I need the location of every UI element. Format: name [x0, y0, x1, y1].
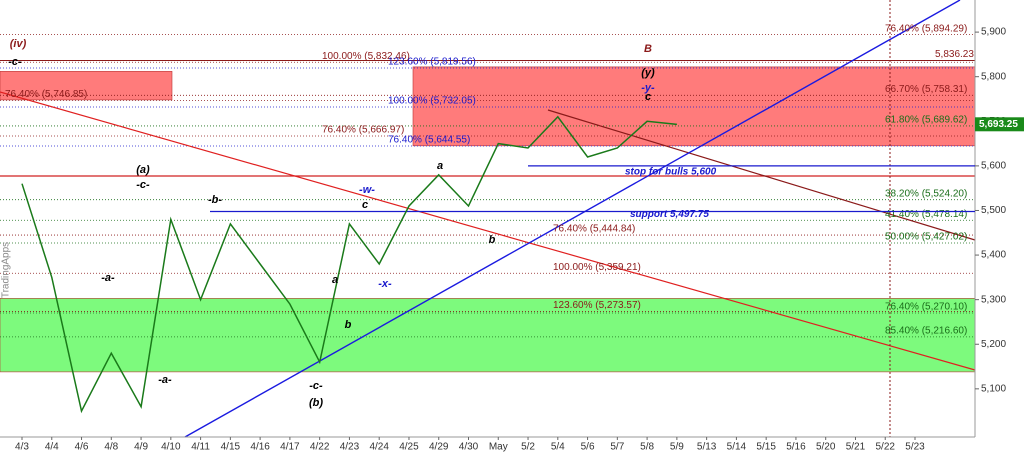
- x-tick-label: 5/13: [697, 442, 717, 453]
- x-tick-label: 5/15: [756, 442, 776, 453]
- y-tick-label: 5,600: [981, 161, 1006, 172]
- zones: [0, 66, 976, 373]
- wave-label: a: [332, 274, 338, 286]
- y-tick-label: 5,300: [981, 294, 1006, 305]
- wave-label: -c-: [309, 380, 323, 392]
- x-tick-label: 4/10: [161, 442, 181, 453]
- x-tick-label: 5/7: [610, 442, 624, 453]
- level-label: 38.20% (5,524.20): [885, 188, 967, 199]
- x-tick-label: May: [489, 442, 508, 453]
- levels: [0, 34, 975, 338]
- wave-label: -b-: [208, 194, 222, 206]
- level-label: 41.40% (5,478.14): [885, 209, 967, 220]
- y-tick-label: 5,900: [981, 27, 1006, 38]
- level-label: 100.00% (5,832.46): [322, 51, 410, 62]
- last-price-box: [975, 117, 1024, 132]
- wave-label: -w-: [359, 184, 375, 196]
- x-tick-label: 5/20: [816, 442, 836, 453]
- x-tick-label: 5/21: [846, 442, 866, 453]
- x-tick-label: 5/8: [640, 442, 654, 453]
- watermark: TradingApps: [1, 242, 12, 298]
- price-line: [21, 115, 677, 414]
- zone: [0, 298, 976, 373]
- zone: [0, 71, 173, 101]
- key-label: stop for bulls 5,600: [625, 167, 717, 178]
- wave-label: (b): [309, 397, 323, 409]
- level-label: 76.40% (5,270.10): [885, 302, 967, 313]
- level-label: 5,836.23: [935, 49, 974, 60]
- level-label: 123.60% (5,273.57): [553, 300, 641, 311]
- level-label: 85.40% (5,216.60): [885, 325, 967, 336]
- wave-label: -x-: [378, 278, 392, 290]
- x-tick-label: 4/23: [340, 442, 360, 453]
- wave-label: (y): [641, 67, 655, 79]
- blue-trendline: [184, 0, 961, 438]
- x-tick-label: 4/29: [429, 442, 449, 453]
- x-tick-label: 4/4: [45, 442, 59, 453]
- level-label: 50.00% (5,427.02): [885, 232, 967, 243]
- wave-label: c: [362, 199, 368, 211]
- x-tick-label: 5/6: [581, 442, 595, 453]
- y-tick-label: 5,500: [981, 205, 1006, 216]
- level-label: 76.40% (5,444.84): [553, 224, 635, 235]
- wave-label: b: [345, 319, 352, 331]
- x-tick-label: 4/8: [104, 442, 118, 453]
- last-price-label: 5,693.25: [979, 119, 1018, 130]
- wave-label: -a-: [101, 272, 115, 284]
- wave-label: B: [644, 43, 652, 55]
- x-tick-label: 4/25: [399, 442, 419, 453]
- x-tick-label: 4/6: [75, 442, 89, 453]
- x-tick-label: 4/3: [15, 442, 29, 453]
- y-tick-label: 5,800: [981, 71, 1006, 82]
- level-label: 100.00% (5,359.21): [553, 262, 641, 273]
- level-label: 76.40% (5,666.97): [322, 125, 404, 136]
- level-label: 66.70% (5,758.31): [885, 84, 967, 95]
- x-tick-label: 5/23: [905, 442, 925, 453]
- wave-label: -y-: [641, 82, 655, 94]
- level-label: 123.60% (5,819.56): [388, 57, 476, 68]
- level-label: 76.40% (5,894.29): [885, 23, 967, 34]
- red-trendline: [0, 91, 976, 371]
- wave-label: a: [437, 160, 443, 172]
- brown-trendline: [547, 109, 976, 241]
- x-tick-label: 5/22: [875, 442, 895, 453]
- y-tick-label: 5,200: [981, 339, 1006, 350]
- x-tick-label: 4/17: [280, 442, 300, 453]
- wave-label: -c-: [136, 179, 150, 191]
- level-label: 100.00% (5,732.05): [388, 96, 476, 107]
- x-tick-label: 5/2: [521, 442, 535, 453]
- x-tick-label: 4/16: [250, 442, 270, 453]
- wave-label: c: [645, 91, 651, 103]
- x-tick-label: 4/24: [369, 442, 389, 453]
- x-tick-label: 4/30: [459, 442, 479, 453]
- level-label: 76.40% (5,644.55): [388, 135, 470, 146]
- wave-label: (a): [136, 164, 150, 176]
- x-tick-label: 4/22: [310, 442, 330, 453]
- wave-label: -a-: [158, 374, 172, 386]
- level-label: 76.40% (5,746.85): [5, 89, 87, 100]
- x-tick-label: 4/15: [221, 442, 241, 453]
- wave-label: (iv): [10, 38, 27, 50]
- x-tick-label: 5/4: [551, 442, 565, 453]
- x-tick-label: 5/16: [786, 442, 806, 453]
- key-label: support 5,497.75: [630, 209, 709, 220]
- y-tick-label: 5,100: [981, 383, 1006, 394]
- zone: [412, 66, 976, 147]
- x-tick-label: 5/14: [727, 442, 747, 453]
- y-tick-label: 5,400: [981, 250, 1006, 261]
- wave-label: b: [489, 234, 496, 246]
- level-label: 61.80% (5,689.62): [885, 115, 967, 126]
- wave-label: -c-: [8, 56, 22, 68]
- x-tick-label: 4/9: [134, 442, 148, 453]
- x-tick-label: 5/9: [670, 442, 684, 453]
- x-tick-label: 4/11: [191, 442, 210, 453]
